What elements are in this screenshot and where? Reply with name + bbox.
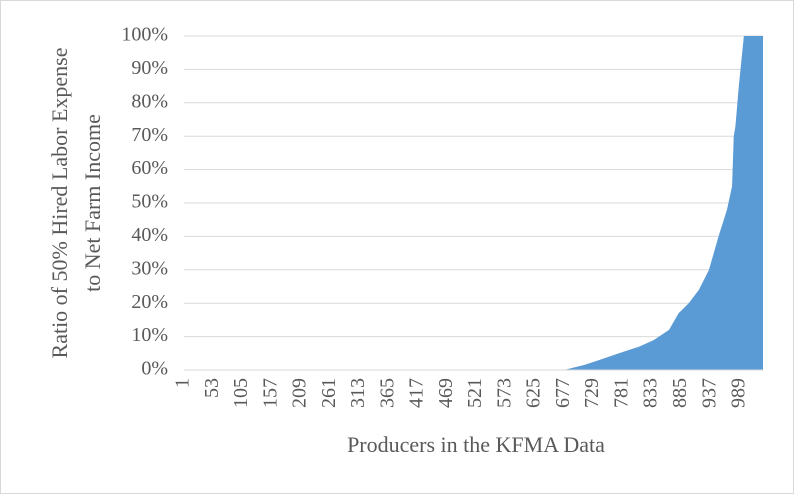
x-tick-label: 573: [493, 378, 515, 408]
area: [184, 36, 763, 370]
y-tick-label: 80%: [131, 90, 168, 112]
x-tick-label: 365: [376, 378, 398, 408]
y-axis-title-line: to Net Farm Income: [80, 114, 105, 292]
y-tick-label: 20%: [131, 291, 168, 313]
x-tick-label: 989: [728, 378, 750, 408]
x-tick-label: 53: [201, 378, 223, 398]
y-tick-label: 70%: [131, 124, 168, 146]
x-tick-label: 1: [172, 378, 194, 388]
x-tick-label: 417: [406, 378, 428, 408]
y-tick-label: 60%: [131, 157, 168, 179]
x-tick-label: 885: [669, 378, 691, 408]
x-axis-title: Producers in the KFMA Data: [347, 432, 605, 457]
y-tick-label: 100%: [121, 24, 168, 46]
x-tick-label: 105: [230, 378, 252, 408]
y-tick-label: 50%: [131, 191, 168, 213]
x-tick-label: 157: [259, 378, 281, 408]
x-tick-label: 833: [640, 378, 662, 408]
x-tick-label: 677: [552, 378, 574, 408]
y-tick-label: 30%: [131, 257, 168, 279]
y-tick-label: 0%: [141, 358, 168, 380]
x-tick-label: 729: [581, 378, 603, 408]
x-tick-label: 261: [318, 378, 340, 408]
x-tick-label: 313: [347, 378, 369, 408]
x-tick-label: 521: [464, 378, 486, 408]
y-tick-label: 10%: [131, 324, 168, 346]
y-tick-label: 40%: [131, 224, 168, 246]
y-tick-label: 90%: [131, 57, 168, 79]
y-axis-title-line: Ratio of 50% Hired Labor Expense: [47, 48, 72, 359]
x-tick-label: 937: [698, 378, 720, 408]
x-tick-label: 625: [523, 378, 545, 408]
x-tick-label: 209: [289, 378, 311, 408]
y-axis-title: Ratio of 50% Hired Labor Expense to Net …: [47, 48, 105, 359]
x-tick-label: 781: [610, 378, 632, 408]
x-tick-label: 469: [435, 378, 457, 408]
